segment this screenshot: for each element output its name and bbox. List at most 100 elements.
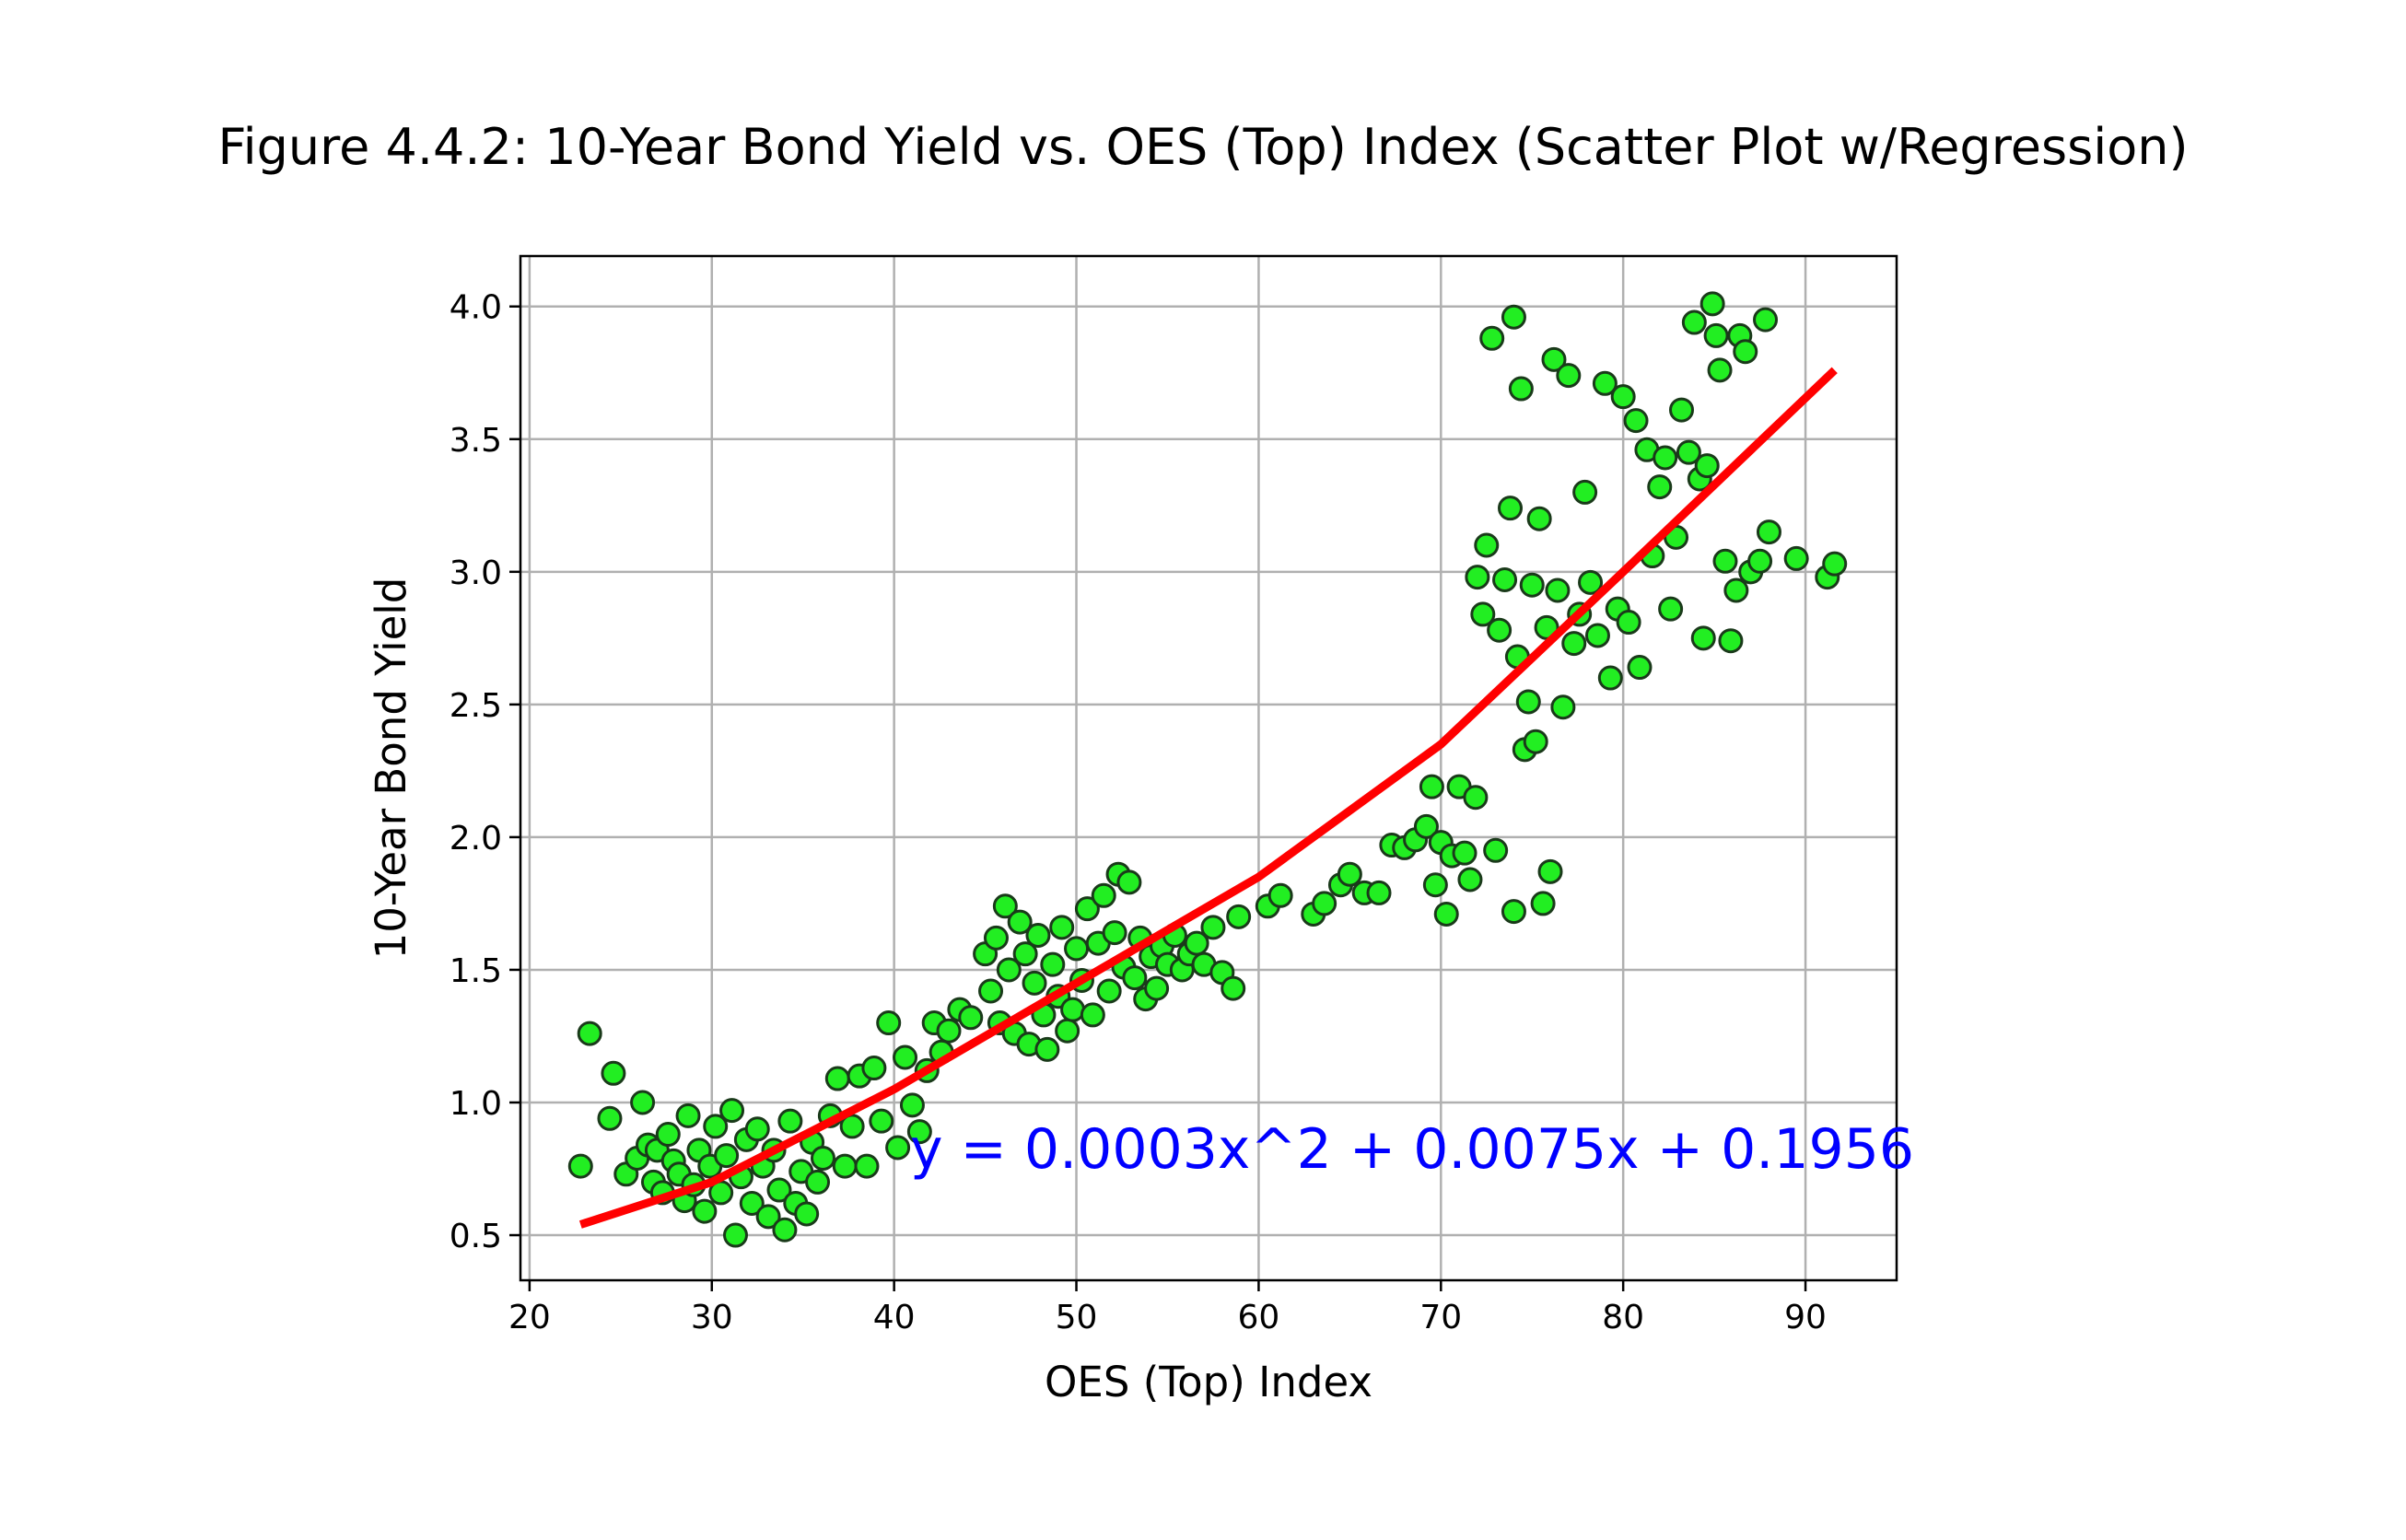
scatter-point <box>1707 357 1733 383</box>
scatter-point <box>983 925 1009 951</box>
scatter-point <box>1487 617 1513 643</box>
scatter-point <box>1537 858 1563 884</box>
scatter-point <box>567 1153 593 1179</box>
scatter-point <box>1556 363 1582 389</box>
scatter-point <box>1025 922 1051 948</box>
scatter-point <box>597 1105 623 1131</box>
scatter-point <box>766 1177 792 1203</box>
scatter-point <box>1497 496 1523 521</box>
y-tick-label: 1.0 <box>450 1085 502 1123</box>
scatter-point <box>1676 439 1701 465</box>
scatter-point <box>805 1169 831 1195</box>
scatter-point <box>1733 339 1758 365</box>
scatter-point <box>1753 307 1779 332</box>
x-tick-label: 20 <box>508 1299 551 1336</box>
scatter-point <box>739 1190 765 1216</box>
scatter-point <box>1519 572 1545 598</box>
scatter-point <box>719 1098 745 1124</box>
scatter-point <box>1144 975 1170 1001</box>
x-tick-label: 70 <box>1419 1299 1462 1336</box>
y-tick-label: 2.5 <box>450 687 502 725</box>
scatter-points <box>567 291 1848 1248</box>
scatter-point <box>1703 322 1729 348</box>
scatter-point <box>1690 625 1716 651</box>
scatter-point <box>1040 951 1066 977</box>
scatter-point <box>839 1114 865 1139</box>
scatter-point <box>755 1204 781 1230</box>
scatter-point <box>1712 548 1738 574</box>
grid-lines <box>520 256 1897 1280</box>
y-tick-label: 0.5 <box>450 1218 502 1255</box>
scatter-point <box>675 1102 701 1128</box>
scatter-point <box>1312 891 1337 916</box>
scatter-point <box>714 1143 740 1169</box>
scatter-point <box>1007 909 1033 935</box>
scatter-point <box>1074 896 1100 922</box>
scatter-point <box>1578 569 1604 595</box>
scatter-point <box>1419 774 1444 799</box>
scatter-point <box>1452 840 1477 866</box>
y-tick-label: 3.0 <box>450 554 502 592</box>
scatter-point <box>1366 880 1392 905</box>
y-tick-label: 4.0 <box>450 289 502 327</box>
scatter-point <box>1080 1002 1105 1028</box>
scatter-point <box>1550 694 1576 720</box>
scatter-point <box>1584 623 1610 648</box>
scatter-point <box>655 1122 681 1148</box>
scatter-point <box>1616 610 1641 636</box>
scatter-point <box>1096 978 1122 1004</box>
y-tick-label: 1.5 <box>450 952 502 990</box>
scatter-point <box>1647 474 1673 500</box>
x-axis-label: OES (Top) Index <box>1045 1358 1372 1406</box>
scatter-point <box>1055 1018 1080 1044</box>
scatter-point <box>1526 506 1552 531</box>
scatter-point <box>777 1108 803 1134</box>
scatter-point <box>1022 970 1047 996</box>
scatter-point <box>1060 997 1086 1022</box>
scatter-point <box>1508 376 1534 402</box>
scatter-point <box>861 1056 887 1081</box>
scatter-point <box>577 1021 602 1046</box>
scatter-point <box>1221 975 1246 1001</box>
scatter-point <box>722 1222 748 1248</box>
plot-area-frame <box>519 254 1898 1282</box>
scatter-point <box>1064 936 1090 962</box>
scatter-point <box>1610 384 1636 410</box>
scatter-point <box>1413 813 1439 839</box>
scatter-point <box>996 957 1022 983</box>
scatter-point <box>1597 665 1623 691</box>
scatter-point <box>1592 370 1618 396</box>
scatter-point <box>1718 628 1744 654</box>
regression-line <box>578 367 1838 1229</box>
scatter-point <box>772 1217 798 1242</box>
scatter-point <box>1723 578 1749 603</box>
scatter-point <box>1523 729 1548 754</box>
scatter-point <box>1422 872 1448 898</box>
scatter-point <box>824 1066 850 1091</box>
scatter-point <box>1822 551 1848 577</box>
scatter-point <box>744 1116 770 1142</box>
scatter-point <box>1653 445 1678 471</box>
scatter-point <box>1122 965 1148 991</box>
scatter-point <box>1658 596 1684 622</box>
scatter-point <box>1116 869 1142 895</box>
scatter-point <box>1572 479 1598 505</box>
scatter-point <box>1479 325 1505 351</box>
x-tick-label: 90 <box>1784 1299 1827 1336</box>
y-tick-label: 2.0 <box>450 820 502 858</box>
scatter-point <box>1049 915 1075 940</box>
scatter-point <box>1465 565 1490 590</box>
scatter-point <box>1474 532 1500 558</box>
regression-equation: y = 0.0003x^2 + 0.0075x + 0.1956 <box>910 1117 1914 1182</box>
regression-curve <box>578 367 1838 1229</box>
x-tick-label: 60 <box>1238 1299 1280 1336</box>
scatter-point <box>1102 920 1127 946</box>
scatter-point <box>893 1044 918 1070</box>
scatter-point <box>1012 941 1038 967</box>
scatter-point <box>1267 882 1293 908</box>
x-axis-ticks: 20 30 40 50 60 70 80 90 <box>508 1280 1827 1336</box>
x-tick-label: 30 <box>691 1299 733 1336</box>
scatter-point <box>1492 566 1518 592</box>
y-tick-label: 3.5 <box>450 422 502 460</box>
scatter-point <box>958 1005 984 1031</box>
